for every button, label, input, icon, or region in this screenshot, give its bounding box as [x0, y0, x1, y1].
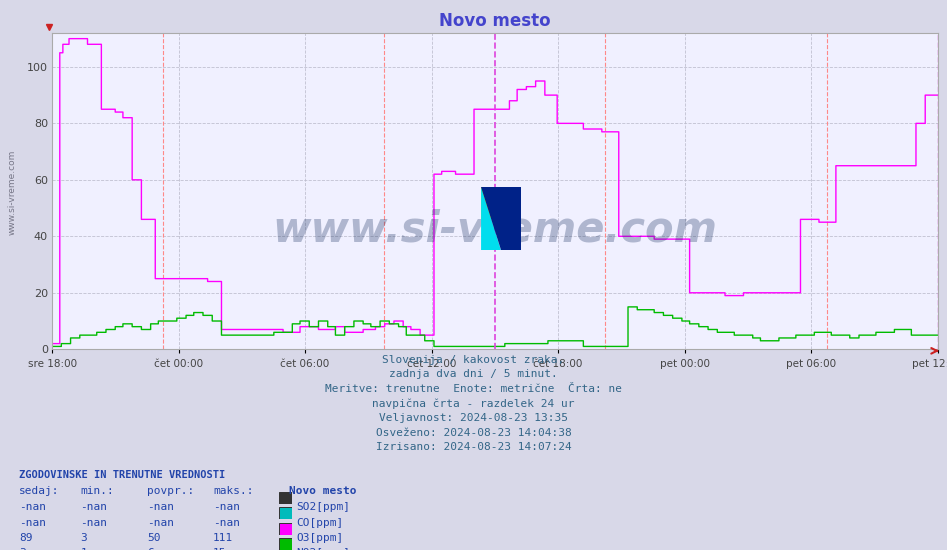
- Title: Novo mesto: Novo mesto: [439, 12, 550, 30]
- Text: 3: 3: [80, 533, 87, 543]
- Polygon shape: [481, 187, 521, 250]
- Text: Slovenija / kakovost zraka,
zadnja dva dni / 5 minut.
Meritve: trenutne  Enote: : Slovenija / kakovost zraka, zadnja dva d…: [325, 355, 622, 452]
- Text: -nan: -nan: [213, 502, 241, 512]
- Text: 89: 89: [19, 533, 32, 543]
- Text: www.si-vreme.com: www.si-vreme.com: [273, 208, 717, 250]
- Text: Novo mesto: Novo mesto: [289, 486, 356, 496]
- Bar: [481, 187, 501, 218]
- Text: -nan: -nan: [19, 502, 46, 512]
- Text: O3[ppm]: O3[ppm]: [296, 533, 344, 543]
- Text: sedaj:: sedaj:: [19, 486, 60, 496]
- Text: www.si-vreme.com: www.si-vreme.com: [8, 150, 17, 235]
- Text: ZGODOVINSKE IN TRENUTNE VREDNOSTI: ZGODOVINSKE IN TRENUTNE VREDNOSTI: [19, 470, 225, 480]
- Text: NO2[ppm]: NO2[ppm]: [296, 548, 350, 550]
- Text: min.:: min.:: [80, 486, 115, 496]
- Text: CO[ppm]: CO[ppm]: [296, 518, 344, 527]
- Text: 111: 111: [213, 533, 233, 543]
- Text: 1: 1: [80, 548, 87, 550]
- Text: 3: 3: [19, 548, 26, 550]
- Text: povpr.:: povpr.:: [147, 486, 194, 496]
- Text: 50: 50: [147, 533, 160, 543]
- Text: -nan: -nan: [80, 502, 108, 512]
- Text: -nan: -nan: [19, 518, 46, 527]
- Text: -nan: -nan: [147, 518, 174, 527]
- Text: -nan: -nan: [213, 518, 241, 527]
- Text: -nan: -nan: [80, 518, 108, 527]
- Text: 15: 15: [213, 548, 226, 550]
- Text: -nan: -nan: [147, 502, 174, 512]
- Text: 6: 6: [147, 548, 153, 550]
- Text: maks.:: maks.:: [213, 486, 254, 496]
- Text: SO2[ppm]: SO2[ppm]: [296, 502, 350, 512]
- Polygon shape: [481, 187, 501, 250]
